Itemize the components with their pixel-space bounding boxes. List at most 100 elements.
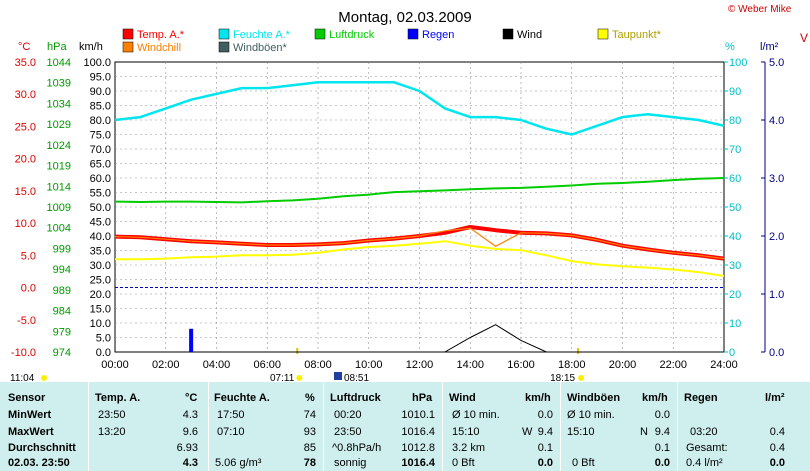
cell: 1016.4 <box>401 457 435 469</box>
chart-title: Montag, 02.03.2009 <box>338 9 471 26</box>
cell: 1010.1 <box>401 409 435 421</box>
tick-label-percent: 80 <box>729 115 741 127</box>
legend-label: Windböen* <box>233 42 288 54</box>
table-divider <box>323 382 324 471</box>
tick-label-hpa: 1024 <box>47 140 71 152</box>
cell: 15:10 <box>452 426 480 438</box>
cell: 0.0 <box>654 457 670 469</box>
tick-label-kmh: 0.0 <box>96 347 111 359</box>
unit-celsius: °C <box>18 41 30 53</box>
cell: 9.4 <box>537 426 553 438</box>
cell: 85 <box>303 442 316 454</box>
cell: 0.4 <box>769 442 785 454</box>
bar-regen <box>189 328 194 352</box>
tick-label-hpa: 974 <box>53 347 71 359</box>
tick-label-hpa: 1019 <box>47 161 71 173</box>
tick-label-percent: 90 <box>729 86 741 98</box>
cell: W <box>522 426 533 438</box>
legend-swatch <box>314 28 326 40</box>
row-label: Durchschnitt <box>8 442 76 454</box>
tick-label-hpa: 1039 <box>47 78 71 90</box>
tick-label-kmh: 90.0 <box>90 86 111 98</box>
moon-icon <box>41 375 47 381</box>
unit-percent: % <box>725 41 735 53</box>
legend-swatch <box>122 41 134 53</box>
tick-label-rain: 4.0 <box>769 115 784 127</box>
table-divider <box>442 382 443 471</box>
header-wind: Wind <box>449 392 476 404</box>
tick-label-time: 08:00 <box>304 359 332 371</box>
tick-label-hpa: 1014 <box>47 181 71 193</box>
tick-label-celsius: 30.0 <box>15 89 36 101</box>
moon-phase-icon <box>334 372 342 380</box>
legend-label: Temp. A.* <box>137 29 185 41</box>
cell: 0.0 <box>654 409 670 421</box>
tick-label-hpa: 1009 <box>47 202 71 214</box>
cell: 23:50 <box>98 409 126 421</box>
sunset-label: 18:15 <box>550 373 575 382</box>
legend-swatch <box>218 28 230 40</box>
cell: N <box>640 426 648 438</box>
tick-label-time: 14:00 <box>456 359 484 371</box>
tick-label-celsius: 15.0 <box>15 186 36 198</box>
cell: 07:10 <box>217 426 245 438</box>
legend-label: Luftdruck <box>329 29 375 41</box>
tick-label-kmh: 30.0 <box>90 260 111 272</box>
legend-swatch <box>218 41 230 53</box>
tick-label-rain: 0.0 <box>769 347 784 359</box>
tick-label-percent: 100 <box>729 57 747 69</box>
header-sensor: Sensor <box>8 392 46 404</box>
tick-label-hpa: 994 <box>53 264 71 276</box>
tick-label-rain: 1.0 <box>769 289 784 301</box>
tick-label-kmh: 70.0 <box>90 144 111 156</box>
tick-label-kmh: 10.0 <box>90 318 111 330</box>
tick-label-hpa: 999 <box>53 243 71 255</box>
table-divider <box>208 382 209 471</box>
tick-label-kmh: 15.0 <box>90 304 111 316</box>
tick-label-celsius: 35.0 <box>15 57 36 69</box>
cell: 0.4 <box>769 426 785 438</box>
tick-label-percent: 70 <box>729 144 741 156</box>
tick-label-time: 22:00 <box>659 359 687 371</box>
legend-label: Feuchte A.* <box>233 29 291 41</box>
tick-label-time: 06:00 <box>253 359 281 371</box>
cell: 3.2 km <box>452 442 486 454</box>
row-label: MinWert <box>8 409 52 421</box>
tick-label-kmh: 55.0 <box>90 188 111 200</box>
cell: Gesamt: <box>686 442 728 454</box>
tick-label-time: 04:00 <box>203 359 231 371</box>
series-line-windchill <box>114 227 725 260</box>
tick-label-time: 12:00 <box>406 359 434 371</box>
tick-label-celsius: -10.0 <box>11 347 36 359</box>
tick-label-celsius: -5.0 <box>17 315 36 327</box>
copyright-text: © Weber Mike <box>728 4 792 15</box>
cell: 5.06 g/m³ <box>215 457 262 469</box>
tick-label-time: 24:00 <box>710 359 738 371</box>
cell: 03:20 <box>690 426 718 438</box>
tick-label-kmh: 100.0 <box>83 57 111 69</box>
legend-swatch <box>122 28 134 40</box>
header-humidity-unit: % <box>305 392 315 404</box>
cell: 23:50 <box>334 426 362 438</box>
header-pressure-unit: hPa <box>412 392 433 404</box>
unit-kmh: km/h <box>79 41 103 53</box>
cell: 4.3 <box>182 409 198 421</box>
edge-label: V <box>800 31 808 45</box>
header-gust-unit: km/h <box>642 392 668 404</box>
tick-label-kmh: 85.0 <box>90 101 111 113</box>
cell: 6.93 <box>176 442 198 454</box>
cell: 0.0 <box>769 457 785 469</box>
tick-label-hpa: 1034 <box>47 98 71 110</box>
cell: 0.1 <box>537 442 553 454</box>
legend-swatch <box>597 28 609 40</box>
tick-label-time: 18:00 <box>558 359 586 371</box>
cell: 1016.4 <box>401 426 435 438</box>
tick-label-celsius: 10.0 <box>15 218 36 230</box>
tick-label-hpa: 989 <box>53 285 71 297</box>
cell: 13:20 <box>98 426 126 438</box>
legend-label: Wind <box>517 29 542 41</box>
row-label: 02.03. 23:50 <box>8 457 70 469</box>
series-line-feuchte-a <box>114 81 725 136</box>
cell: 9.6 <box>182 426 198 438</box>
table-divider <box>677 382 678 471</box>
